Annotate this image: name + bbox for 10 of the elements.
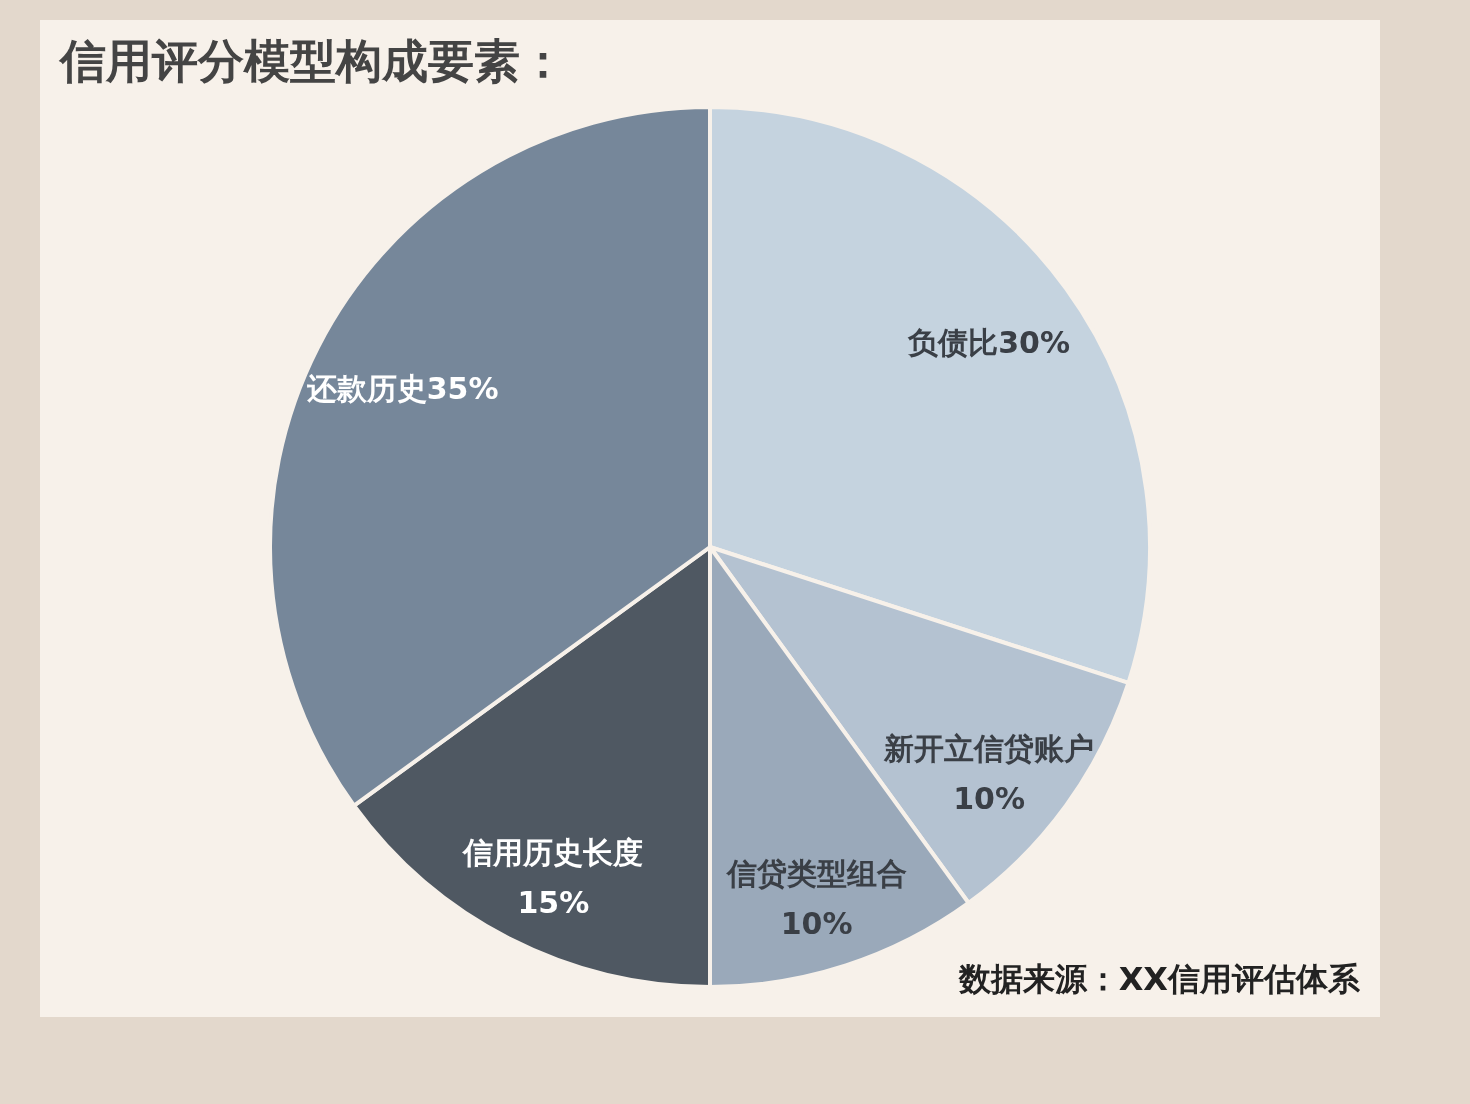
slice-label: 新开立信贷账户 [883,730,1095,766]
slice-label: 负债比30% [907,325,1071,361]
slice-label: 信贷类型组合 [725,856,907,892]
chart-title: 信用评分模型构成要素： [58,34,566,88]
data-label: 10% [953,780,1026,816]
data-label: 10% [780,906,853,942]
slice-label: 还款历史35% [306,371,499,407]
source-note: 数据来源：XX信用评估体系 [957,960,1361,998]
slice-label: 信用历史长度 [462,835,644,871]
data-label: 15% [517,885,590,921]
